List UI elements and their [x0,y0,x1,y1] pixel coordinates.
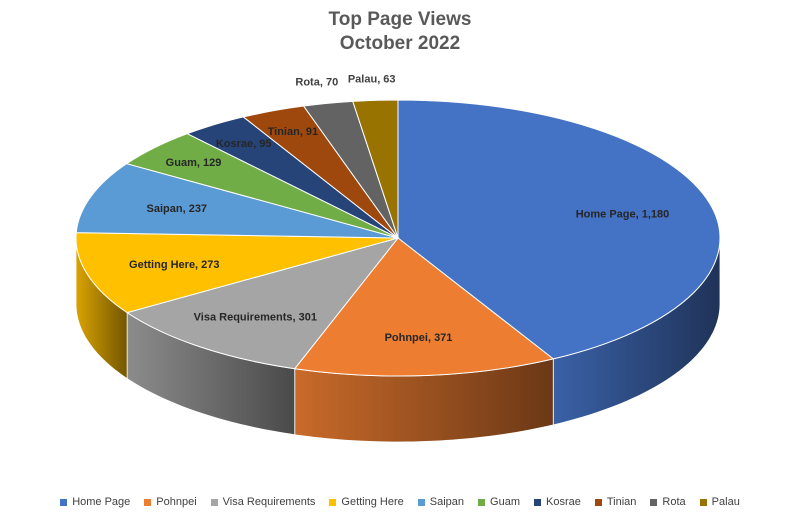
legend-swatch [210,498,218,506]
legend-swatch [478,498,486,506]
legend-label: Visa Requirements [222,496,316,508]
legend-item-getting-here: Getting Here [329,496,404,508]
data-label-guam: Guam, 129 [166,157,222,169]
legend-label: Guam [490,496,520,508]
legend-label: Pohnpei [156,496,197,508]
legend-item-kosrae: Kosrae [534,496,581,508]
legend-item-home-page: Home Page [60,496,130,508]
data-label-home-page: Home Page, 1,180 [576,208,670,220]
legend-item-tinian: Tinian [594,496,637,508]
legend-item-saipan: Saipan [417,496,465,508]
chart-title-line: Top Page Views [328,9,472,30]
pie-top-layer [75,99,721,377]
chart-legend: Home Page Pohnpei Visa Requirements Getting… [0,496,800,508]
legend-swatch [60,498,68,506]
legend-item-palau: Palau [699,496,740,508]
pie-side-layer [75,237,721,443]
legend-label: Saipan [429,496,465,508]
legend-item-guam: Guam [478,496,520,508]
data-label-rota: Rota, 70 [295,77,338,89]
legend-label: Palau [711,496,740,508]
legend-swatch [144,498,152,506]
legend-swatch [594,498,602,506]
data-label-pohnpei: Pohnpei, 371 [385,332,453,344]
data-label-palau: Palau, 63 [348,73,396,85]
pie-slice-getting-here [75,232,399,314]
pie-slice-visa-requirements [125,237,400,370]
legend-swatch [650,498,658,506]
legend-swatch [329,498,337,506]
legend-swatch [534,498,541,506]
data-label-getting-here: Getting Here, 273 [129,259,219,271]
chart-title: Top Page Views October 2022 [0,8,800,56]
legend-item-rota: Rota [650,496,686,508]
legend-swatch [417,498,425,506]
chart-subtitle-line: October 2022 [339,33,461,54]
data-label-saipan: Saipan, 237 [147,203,208,215]
pie-slice-saipan [75,163,399,239]
legend-label: Rota [662,496,686,508]
legend-item-pohnpei: Pohnpei [144,496,197,508]
legend-item-visa-requirements: Visa Requirements [210,496,316,508]
legend-label: Tinian [606,496,637,508]
legend-label: Getting Here [341,496,404,508]
pie-slice-pohnpei [293,237,555,377]
legend-swatch [699,498,707,506]
pie-slice-home-page [397,99,721,360]
legend-label: Home Page [72,496,131,508]
data-label-visa-requirements: Visa Requirements, 301 [194,311,317,323]
data-label-tinian: Tinian, 91 [268,126,319,138]
data-label-kosrae: Kosrae, 95 [216,138,272,150]
pie-label-layer: Home Page, 1,180 Pohnpei, 371 Visa Require… [129,73,669,344]
pie-slice-palau [352,99,399,239]
legend-label: Kosrae [546,496,581,508]
